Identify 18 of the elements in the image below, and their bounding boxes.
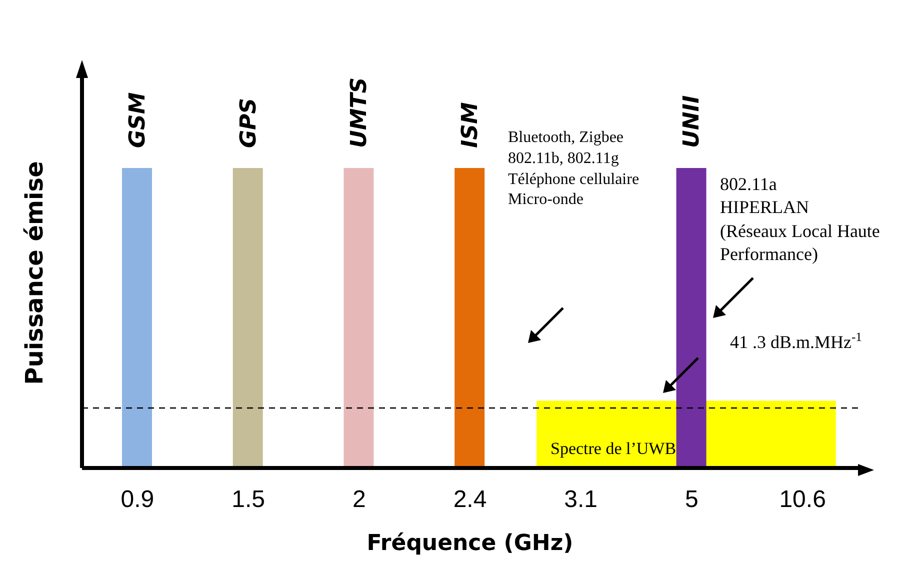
- annotation: Bluetooth, Zigbee 802.11b, 802.11g Téléphone cellulaire Micro-onde: [508, 128, 640, 210]
- x-tick-label: 0.9: [120, 486, 154, 514]
- x-axis-title: Fréquence (GHz): [366, 531, 574, 556]
- annotation: 802.11a HIPERLAN (Réseaux Local Haute Performance): [720, 173, 880, 266]
- annotation: GPS: [236, 98, 262, 148]
- legend-label: 41 .3 dB.m.MHz$^{-1}$: [730, 330, 862, 352]
- y-axis-title: Puissance émise: [20, 161, 49, 385]
- x-tick-label: 3.1: [564, 486, 598, 514]
- annotation: GSM: [125, 92, 150, 148]
- x-tick-label: 10.6: [779, 486, 826, 514]
- band-label: Spectre de l’UWB: [550, 439, 676, 458]
- x-tick-label: 2.4: [453, 486, 487, 514]
- annotation: UMTS: [347, 77, 372, 148]
- annotation: ISM: [458, 102, 483, 148]
- x-tick-label: 5: [685, 486, 698, 514]
- annotation: UNII: [680, 95, 705, 148]
- x-tick-label: 1.5: [232, 486, 265, 514]
- x-tick-label: 2: [352, 486, 366, 514]
